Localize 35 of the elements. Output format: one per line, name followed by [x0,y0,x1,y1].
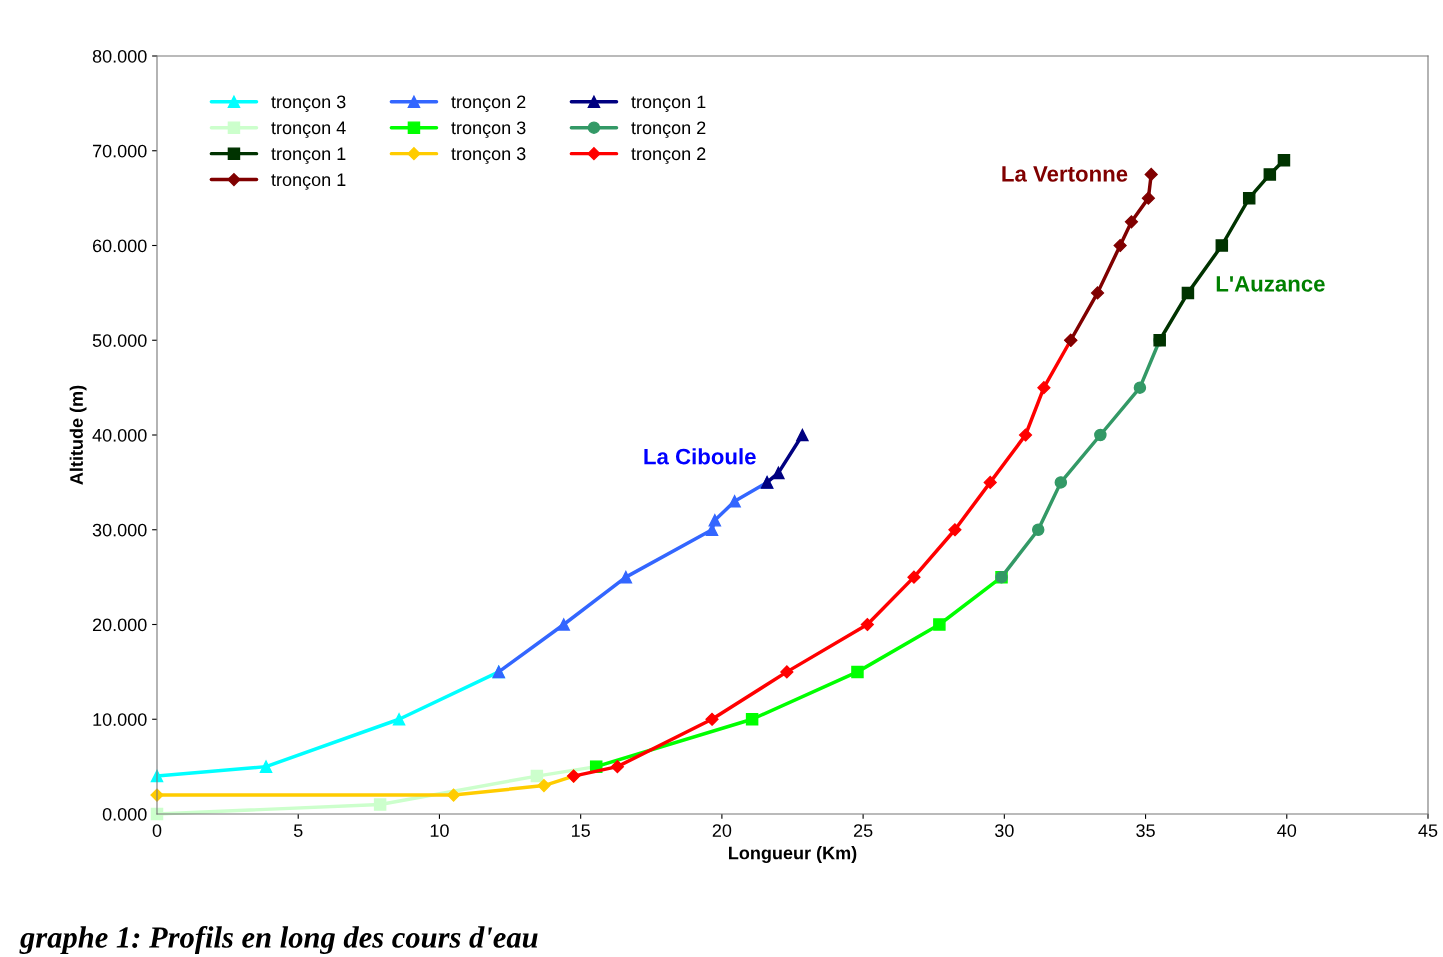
legend-label: tronçon 3 [271,95,346,112]
x-tick-label: 35 [1136,824,1155,837]
annotation: La Ciboule [644,448,756,465]
y-tick-label: 10.000 [93,713,147,726]
annotation: L'Auzance [1216,276,1325,292]
x-tick-label: 25 [853,824,873,837]
legend-label: tronçon 3 [451,121,526,138]
y-tick-label: 80.000 [92,49,147,63]
x-tick-label: 20 [712,824,732,837]
legend-label: tronçon 3 [451,147,526,164]
x-tick-label: 40 [1277,824,1297,837]
y-tick-label: 40.000 [92,428,147,442]
x-tick-label: 30 [994,824,1014,837]
legend-label: tronçon 1 [271,147,346,164]
y-tick-label: 0.000 [102,807,147,821]
annotation: La Vertonne [1002,166,1128,182]
y-tick-label: 30.000 [92,523,147,537]
y-tick-label: 60.000 [92,239,147,253]
legend-label: tronçon 4 [271,121,346,138]
x-axis-title: Longueur (Km) [729,846,857,864]
legend-label: tronçon 2 [451,95,526,112]
legend-label: tronçon 1 [271,173,346,190]
x-tick-label: 0 [152,824,162,837]
legend-label: tronçon 2 [631,121,706,138]
y-axis-title: Altitude (m) [69,385,87,485]
x-tick-label: 45 [1418,824,1438,837]
legend-label: tronçon 2 [631,147,706,164]
x-tick-label: 15 [572,824,590,837]
legend-label: tronçon 1 [631,95,706,112]
y-tick-label: 50.000 [92,334,147,347]
x-tick-label: 5 [293,824,303,837]
text: graphe 1: Profils en long des cours d'eau [19,925,538,955]
y-tick-label: 20.000 [92,618,147,632]
x-tick-label: 10 [430,824,449,837]
y-tick-label: 70.000 [92,144,147,158]
